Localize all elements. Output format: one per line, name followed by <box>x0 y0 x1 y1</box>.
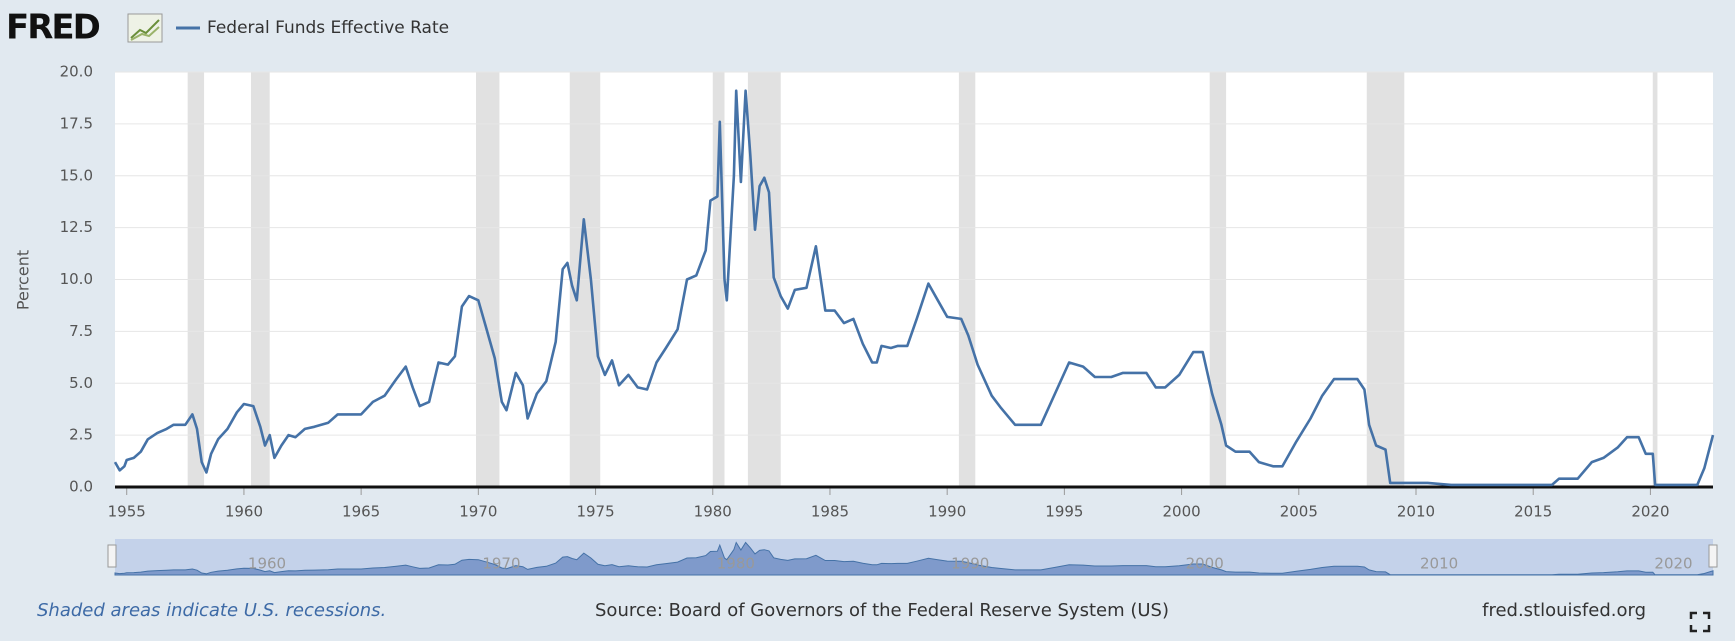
x-tick-label: 1980 <box>694 503 732 521</box>
y-tick-label: 0.0 <box>69 478 93 496</box>
series-line <box>113 89 1715 487</box>
logo-icon <box>127 13 163 43</box>
x-tick-label: 1955 <box>108 503 146 521</box>
logo[interactable]: FRED <box>6 8 102 48</box>
x-tick-label: 2020 <box>1631 503 1669 521</box>
y-tick-label: 5.0 <box>69 374 93 392</box>
x-tick-label: 2010 <box>1397 503 1435 521</box>
site-link[interactable]: fred.stlouisfed.org <box>1482 600 1646 621</box>
navigator-tick-label: 1990 <box>951 555 989 573</box>
source: Source: Board of Governors of the Federa… <box>595 600 1169 621</box>
x-tick-label: 1995 <box>1045 503 1083 521</box>
legend-label[interactable]: Federal Funds Effective Rate <box>207 18 449 38</box>
x-tick-label: 1975 <box>576 503 614 521</box>
x-tick-label: 2015 <box>1514 503 1552 521</box>
y-tick-label: 2.5 <box>69 426 93 444</box>
navigator-tick-label: 2010 <box>1420 555 1458 573</box>
y-tick-label: 7.5 <box>69 322 93 340</box>
navigator-tick-label: 1960 <box>248 555 286 573</box>
x-tick-label: 1965 <box>342 503 380 521</box>
navigator-tick-label: 1980 <box>717 555 755 573</box>
recession-note: Shaded areas indicate U.S. recessions. <box>37 600 386 621</box>
y-axis-label: Percent <box>14 250 33 310</box>
x-tick-label: 2005 <box>1280 503 1318 521</box>
y-tick-label: 17.5 <box>60 114 93 132</box>
x-tick-label: 2000 <box>1162 503 1200 521</box>
x-tick-label: 1960 <box>225 503 263 521</box>
x-tick-label: 1990 <box>928 503 966 521</box>
fullscreen-icon[interactable] <box>1689 611 1711 633</box>
navigator-handle[interactable] <box>107 544 117 568</box>
y-tick-label: 10.0 <box>60 270 93 288</box>
y-tick-label: 15.0 <box>60 166 93 184</box>
navigator-area <box>114 541 1714 576</box>
navigator-tick-label: 1970 <box>482 555 520 573</box>
x-tick-label: 1985 <box>811 503 849 521</box>
navigator-tick-label: 2000 <box>1186 555 1224 573</box>
y-tick-label: 12.5 <box>60 218 93 236</box>
x-tick-label: 1970 <box>459 503 497 521</box>
navigator-handle[interactable] <box>1708 544 1718 568</box>
navigator-tick-label: 2020 <box>1654 555 1692 573</box>
y-tick-label: 20.0 <box>60 63 93 81</box>
